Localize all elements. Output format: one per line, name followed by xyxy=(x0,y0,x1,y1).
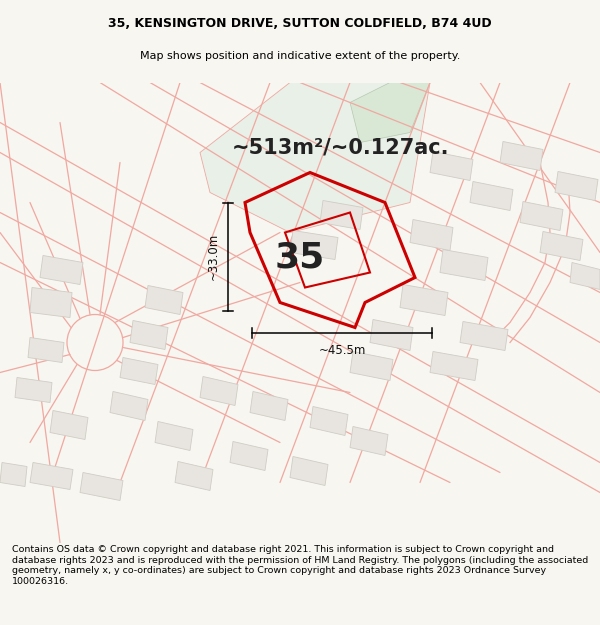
Polygon shape xyxy=(200,82,430,232)
Text: Map shows position and indicative extent of the property.: Map shows position and indicative extent… xyxy=(140,51,460,61)
Polygon shape xyxy=(250,391,288,421)
Polygon shape xyxy=(555,171,598,201)
Text: ~45.5m: ~45.5m xyxy=(319,344,365,357)
Polygon shape xyxy=(0,462,27,486)
Polygon shape xyxy=(28,338,64,362)
Polygon shape xyxy=(80,472,123,501)
Polygon shape xyxy=(430,351,478,381)
Polygon shape xyxy=(440,249,488,281)
Polygon shape xyxy=(200,376,238,406)
Polygon shape xyxy=(350,426,388,456)
Polygon shape xyxy=(290,231,338,259)
Polygon shape xyxy=(130,321,168,349)
Polygon shape xyxy=(120,357,158,384)
Polygon shape xyxy=(470,181,513,211)
Polygon shape xyxy=(460,321,508,351)
Polygon shape xyxy=(15,378,52,402)
Polygon shape xyxy=(310,406,348,436)
Text: 35, KENSINGTON DRIVE, SUTTON COLDFIELD, B74 4UD: 35, KENSINGTON DRIVE, SUTTON COLDFIELD, … xyxy=(108,17,492,30)
Polygon shape xyxy=(155,421,193,451)
Polygon shape xyxy=(320,201,363,229)
Polygon shape xyxy=(540,231,583,261)
Polygon shape xyxy=(430,151,473,181)
Polygon shape xyxy=(230,441,268,471)
Polygon shape xyxy=(410,219,453,251)
Text: 35: 35 xyxy=(275,241,325,274)
Text: ~33.0m: ~33.0m xyxy=(207,233,220,280)
Polygon shape xyxy=(350,351,393,381)
Polygon shape xyxy=(145,286,183,314)
Polygon shape xyxy=(520,201,563,231)
Polygon shape xyxy=(40,256,83,284)
Polygon shape xyxy=(500,141,543,171)
Polygon shape xyxy=(175,461,213,491)
Polygon shape xyxy=(370,319,413,351)
Polygon shape xyxy=(30,288,72,318)
Text: Contains OS data © Crown copyright and database right 2021. This information is : Contains OS data © Crown copyright and d… xyxy=(12,546,588,586)
Polygon shape xyxy=(290,456,328,486)
Polygon shape xyxy=(570,262,600,289)
Text: ~513m²/~0.127ac.: ~513m²/~0.127ac. xyxy=(231,138,449,158)
Polygon shape xyxy=(350,82,430,142)
Polygon shape xyxy=(110,391,148,421)
Polygon shape xyxy=(50,411,88,439)
Polygon shape xyxy=(30,462,73,489)
Polygon shape xyxy=(400,284,448,316)
